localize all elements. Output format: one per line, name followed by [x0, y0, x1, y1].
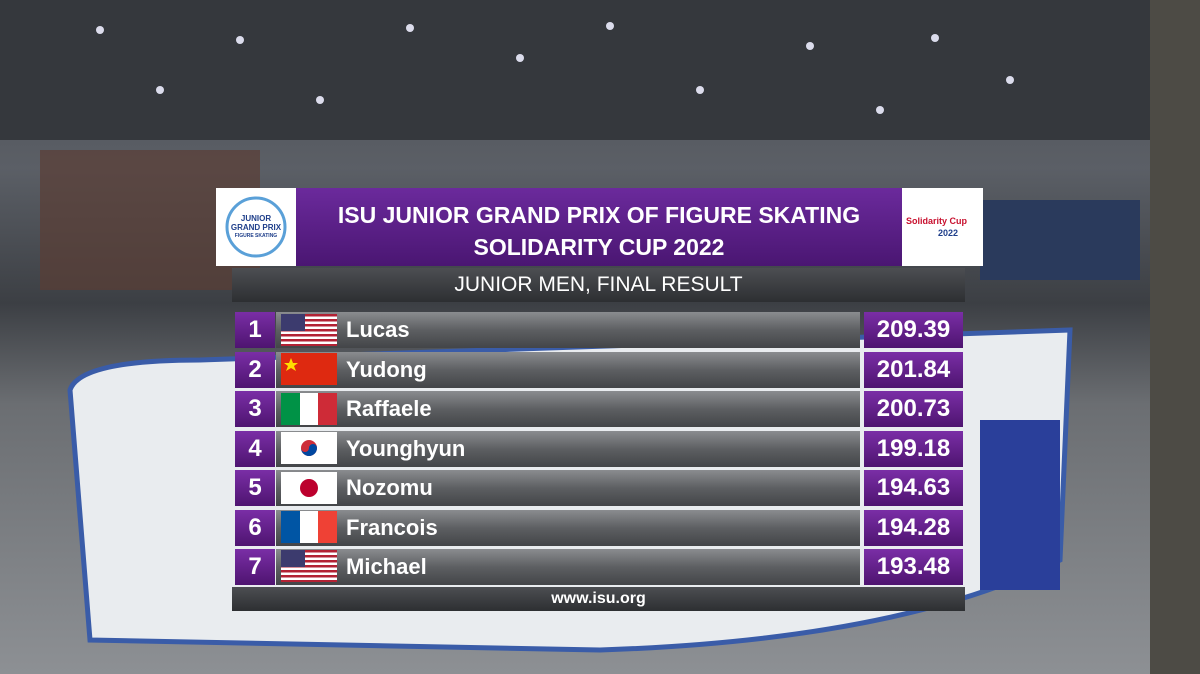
title-box: ISU JUNIOR GRAND PRIX OF FIGURE SKATING …	[296, 188, 902, 266]
row-background	[276, 509, 860, 546]
skater-name: Yudong CHEN	[346, 356, 427, 418]
score: 209.39	[864, 312, 963, 348]
rank: 7	[235, 549, 275, 585]
flag	[281, 511, 337, 543]
rank: 1	[235, 312, 275, 348]
row-background	[276, 391, 860, 427]
score: 201.84	[864, 351, 963, 388]
rank: 3	[235, 391, 275, 427]
flag	[281, 550, 337, 582]
skater-name: Nozomu YOSHIOKA	[346, 475, 463, 536]
row-background	[276, 549, 860, 585]
flag	[281, 432, 337, 464]
flag	[281, 353, 337, 385]
skater-name: Francois PITOT	[346, 514, 438, 576]
flag	[281, 393, 337, 425]
score: 194.63	[864, 470, 963, 506]
logo-text: 2022	[938, 228, 959, 238]
rank: 6	[235, 509, 275, 546]
row-background	[276, 430, 860, 467]
row-background	[276, 470, 860, 506]
logo-text: GRAND PRIX	[230, 223, 282, 232]
title: ISU JUNIOR GRAND PRIX OF FIGURE SKATING	[337, 202, 861, 228]
skater-name: Michael XIE	[346, 554, 427, 615]
score: 194.28	[864, 509, 963, 546]
flag	[281, 472, 337, 504]
rank: 5	[235, 470, 275, 506]
subtitle: JUNIOR MEN, FINAL RESULT	[232, 268, 965, 302]
skater-name: Raffaele Francesco ZICH	[346, 396, 456, 493]
left-logo: JUNIOR GRAND PRIX FIGURE SKATING	[216, 188, 296, 266]
score: 193.48	[864, 549, 963, 585]
logo-ring	[225, 196, 287, 258]
logo-text: JUNIOR	[240, 214, 272, 223]
skater-name: Lucas BROUSSARD	[346, 317, 488, 378]
rank: 4	[235, 430, 275, 467]
logo-text: FIGURE SKATING	[234, 233, 278, 239]
score: 199.18	[864, 430, 963, 467]
row-background	[276, 312, 860, 348]
right-logo: Solidarity Cup 2022	[902, 188, 983, 266]
flag	[281, 314, 337, 346]
rank: 2	[235, 351, 275, 388]
title: SOLIDARITY CUP 2022	[473, 234, 725, 260]
score: 200.73	[864, 391, 963, 427]
row-background	[276, 351, 860, 388]
logo-text: Solidarity Cup	[906, 216, 968, 226]
skater-name: Younghyun CHA	[346, 435, 466, 497]
footer: www.isu.org	[232, 587, 965, 611]
